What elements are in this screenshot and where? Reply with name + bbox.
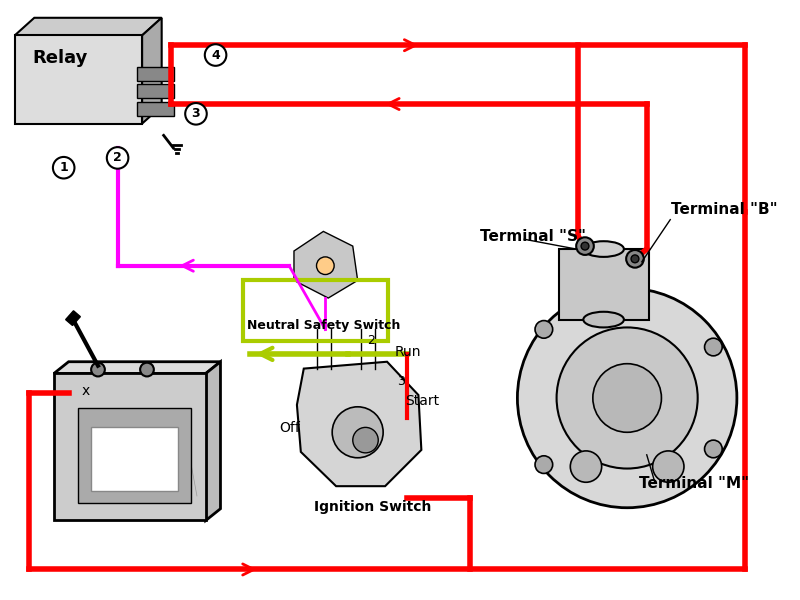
Circle shape <box>626 250 644 268</box>
Circle shape <box>518 288 737 508</box>
Polygon shape <box>54 362 221 373</box>
Text: 3: 3 <box>397 375 405 388</box>
Polygon shape <box>297 362 422 486</box>
Ellipse shape <box>583 241 624 257</box>
Text: 1: 1 <box>59 161 68 174</box>
Circle shape <box>631 255 639 263</box>
Polygon shape <box>91 427 178 491</box>
Circle shape <box>91 363 105 376</box>
Polygon shape <box>66 311 80 325</box>
Circle shape <box>705 338 722 356</box>
Polygon shape <box>137 85 174 98</box>
Polygon shape <box>137 67 174 80</box>
Polygon shape <box>142 18 162 124</box>
Circle shape <box>107 147 128 169</box>
Text: Relay: Relay <box>32 49 88 67</box>
Circle shape <box>557 328 698 469</box>
Text: Run: Run <box>395 345 422 359</box>
Circle shape <box>317 257 334 275</box>
Ellipse shape <box>583 312 624 328</box>
Text: 3: 3 <box>192 107 200 121</box>
Circle shape <box>205 44 226 66</box>
Circle shape <box>186 103 206 125</box>
Text: x: x <box>82 384 90 398</box>
Circle shape <box>140 363 154 376</box>
Circle shape <box>535 320 553 338</box>
Polygon shape <box>558 249 649 320</box>
Text: Start: Start <box>405 394 439 408</box>
Text: 4: 4 <box>211 49 220 62</box>
Polygon shape <box>54 373 206 520</box>
Circle shape <box>570 451 602 482</box>
Polygon shape <box>14 35 142 124</box>
Circle shape <box>653 451 684 482</box>
Circle shape <box>576 237 594 255</box>
Circle shape <box>53 157 74 178</box>
Polygon shape <box>14 18 162 35</box>
Circle shape <box>332 407 383 458</box>
Text: Ignition Switch: Ignition Switch <box>314 500 431 514</box>
Circle shape <box>705 440 722 458</box>
Text: Terminal "M": Terminal "M" <box>639 476 749 491</box>
Circle shape <box>581 242 589 250</box>
Text: Terminal "S": Terminal "S" <box>480 229 586 244</box>
Polygon shape <box>206 362 221 520</box>
Text: Off: Off <box>279 421 300 435</box>
Circle shape <box>593 364 662 432</box>
Text: 2: 2 <box>367 334 375 347</box>
Polygon shape <box>78 408 191 503</box>
Text: Neutral Safety Switch: Neutral Safety Switch <box>247 319 400 332</box>
Polygon shape <box>294 232 358 298</box>
Text: Terminal "B": Terminal "B" <box>671 202 778 217</box>
Text: 2: 2 <box>114 151 122 164</box>
Circle shape <box>535 456 553 473</box>
Polygon shape <box>137 102 174 116</box>
Circle shape <box>353 427 378 453</box>
